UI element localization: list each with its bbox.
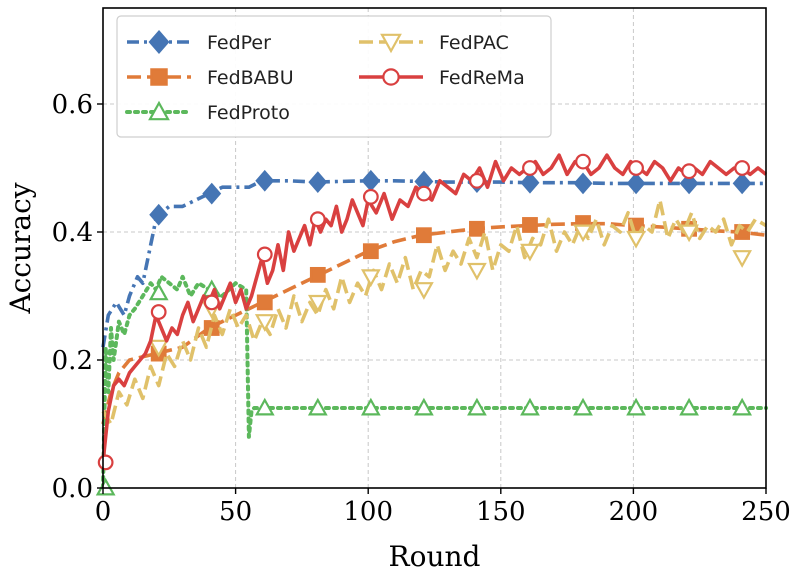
data-point-fedproto <box>254 397 275 416</box>
data-point-fedproto <box>679 397 699 416</box>
data-point-fedpac <box>467 262 487 281</box>
legend-label-fedpac: FedPAC <box>439 32 509 54</box>
legend-marker-fedpac <box>380 33 402 54</box>
data-point-fedper <box>732 172 752 195</box>
y-axis-label: Accuracy <box>4 182 37 314</box>
data-point-fedproto <box>360 397 381 416</box>
plot-frame <box>102 7 767 489</box>
data-point-fedproto <box>573 397 593 416</box>
data-point-fedproto <box>732 397 753 416</box>
legend-box <box>116 15 552 138</box>
x-tick-label: 100 <box>343 497 393 527</box>
x-tick-label: 50 <box>219 497 252 527</box>
data-point-fedrema <box>97 454 114 471</box>
data-point-fedper <box>520 171 540 194</box>
data-point-fedpac <box>573 224 593 243</box>
series-fedrema <box>97 153 768 471</box>
data-point-fedrema <box>309 211 326 228</box>
legend-label-fedper: FedPer <box>207 32 271 54</box>
legend-label-fedproto: FedProto <box>207 102 290 124</box>
data-point-fedproto <box>520 397 540 416</box>
data-point-fedpac <box>307 294 328 313</box>
data-point-fedpac <box>360 269 381 288</box>
data-point-fedper <box>679 172 699 195</box>
data-point-fedrema <box>362 188 379 205</box>
y-tick-label: 0.6 <box>52 90 93 120</box>
data-point-fedpac <box>148 339 169 358</box>
data-point-fedrema <box>415 185 432 202</box>
legend-marker-fedbabu <box>150 68 168 86</box>
legend-marker-fedproto <box>148 100 170 121</box>
data-point-fedper <box>255 169 275 192</box>
data-point-fedpac <box>679 224 699 243</box>
data-point-fedpac <box>254 314 275 332</box>
data-point-fedrema <box>150 304 167 320</box>
x-tick-label: 250 <box>741 497 791 527</box>
data-point-fedpac <box>520 243 540 262</box>
legend-label-fedrema: FedReMa <box>439 67 525 89</box>
data-point-fedrema <box>203 294 220 311</box>
data-point-fedpac <box>626 230 646 249</box>
data-point-fedrema <box>681 163 697 180</box>
series-fedproto <box>95 274 768 496</box>
data-point-fedrema <box>734 160 751 176</box>
legend: FedPer FedBABU FedProto FedPAC FedReMa <box>116 15 552 138</box>
data-point-fedproto <box>626 397 646 416</box>
data-point-fedproto <box>414 397 434 416</box>
data-point-fedrema <box>469 172 485 189</box>
data-point-fedbabu <box>362 243 379 260</box>
data-point-fedbabu <box>256 294 273 311</box>
data-point-fedper <box>149 203 169 226</box>
data-point-fedbabu <box>522 217 538 233</box>
series-fedpac <box>101 198 767 426</box>
data-point-fedper <box>202 182 222 205</box>
data-point-fedbabu <box>469 220 485 237</box>
data-point-fedpac <box>414 282 434 300</box>
y-tick-label: 0.4 <box>52 218 93 248</box>
data-point-fedper <box>626 172 646 195</box>
data-point-fedrema <box>522 160 538 176</box>
y-tick-label: 0.2 <box>52 346 93 376</box>
data-point-fedproto <box>307 397 328 416</box>
y-tick-label: 0.0 <box>52 474 93 504</box>
x-axis-label: Round <box>389 540 481 573</box>
data-point-fedbabu <box>415 227 432 244</box>
series-line-fedper <box>101 179 766 348</box>
data-point-fedper <box>308 171 328 193</box>
data-point-fedpac <box>732 250 753 268</box>
x-tick-label: 0 <box>95 497 112 527</box>
data-point-fedproto <box>467 397 487 416</box>
data-point-fedbabu <box>309 266 326 283</box>
x-tick-label: 150 <box>476 497 526 527</box>
x-tick-label: 200 <box>609 497 659 527</box>
series-layer <box>95 153 768 496</box>
axis-ticks: 0 50 100 150 200 250 0.0 0.2 0.4 0.6 <box>52 90 791 527</box>
series-line-fedpac <box>101 198 767 426</box>
legend-marker-fedrema <box>382 68 400 86</box>
data-point-fedrema <box>628 160 644 176</box>
data-point-fedrema <box>256 246 273 263</box>
data-point-fedper <box>573 172 593 195</box>
series-line-fedproto <box>101 274 768 490</box>
data-point-fedproto <box>148 282 169 301</box>
legend-marker-fedper <box>148 29 170 55</box>
legend-label-fedbabu: FedBABU <box>207 67 294 89</box>
data-point-fedrema <box>575 153 591 170</box>
